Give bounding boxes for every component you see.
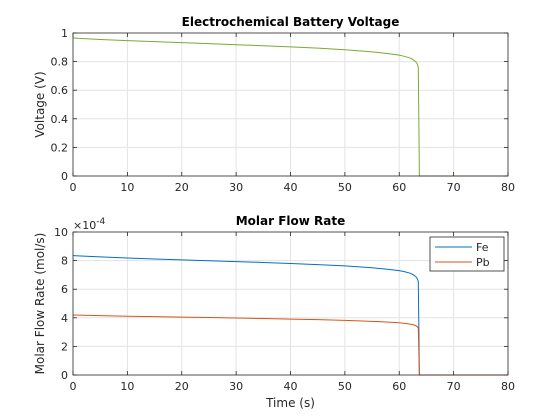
chart2-x-tick-label: 0 [70,380,77,393]
chart1-x-tick-label: 70 [447,181,461,194]
chart1-x-tick-label: 40 [284,181,298,194]
chart2-legend-label-fe: Fe [476,241,489,254]
chart1-y-tick-label: 0.2 [51,141,69,154]
chart2-legend-box [429,236,505,272]
chart1-x-tick-label: 10 [120,181,134,194]
chart2-x-tick-label: 40 [284,380,298,393]
chart2-series-line-fe [72,255,508,376]
chart2-x-axis-label: Time (s) [265,396,315,410]
chart2-y-axis-label: Molar Flow Rate (mol/s) [33,233,47,375]
chart2-title: Molar Flow Rate [236,214,346,228]
chart2-series-line-pb [72,314,508,376]
chart2-x-tick-label: 70 [447,380,461,393]
chart2-y-tick-label: 0 [61,369,68,382]
chart1-x-tick-label: 80 [501,181,515,194]
chart2-legend-label-pb: Pb [476,256,490,269]
chart1-x-tick-label: 30 [229,181,243,194]
chart1-title: Electrochemical Battery Voltage [182,15,400,29]
chart1-x-tick-label: 20 [175,181,189,194]
chart1-series-line-1 [72,37,508,177]
chart2-x-tick-label: 80 [501,380,515,393]
chart2-y-exponent-power: -4 [96,217,105,227]
chart2-y-tick-label: 2 [61,340,68,353]
chart2-x-tick-label: 60 [392,380,406,393]
chart1-y-tick-label: 0.6 [51,84,69,97]
chart2-y-tick-label: 4 [61,312,68,325]
chart2-x-tick-label: 20 [175,380,189,393]
chart2-x-tick-label: 10 [120,380,134,393]
chart1-y-tick-label: 0.8 [51,56,69,69]
chart1-y-tick-label: 0 [61,170,68,183]
chart2-y-tick-label: 6 [61,283,68,296]
chart2-y-tick-label: 8 [61,255,68,268]
chart1-x-tick-label: 60 [392,181,406,194]
chart2-y-exponent-label: ×10-4 [73,217,105,232]
chart1-y-tick-label: 1 [61,27,68,40]
chart2-y-tick-label: 10 [54,226,68,239]
chart1-y-tick-label: 0.4 [51,113,69,126]
chart1-y-axis-label: Voltage (V) [33,71,47,137]
chart2-y-exponent-base: ×10 [73,219,96,232]
chart2-x-tick-label: 50 [338,380,352,393]
chart1-x-tick-label: 0 [70,181,77,194]
chart2-x-tick-label: 30 [229,380,243,393]
chart1-x-tick-label: 50 [338,181,352,194]
